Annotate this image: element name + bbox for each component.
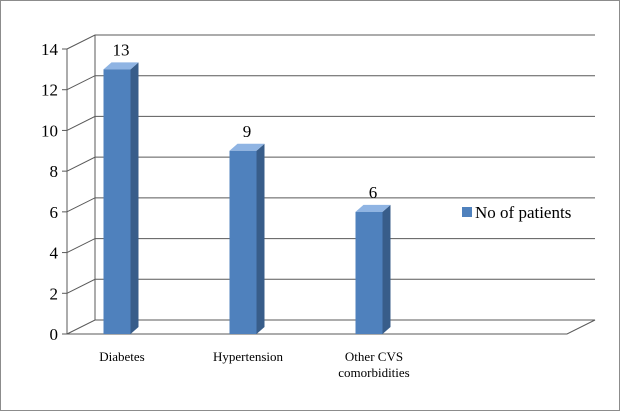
x-tick-label: Hypertension xyxy=(213,349,284,364)
data-labels: 13 9 6 xyxy=(113,40,378,202)
y-tick-label: 6 xyxy=(50,203,59,222)
y-tick-label: 14 xyxy=(41,40,59,59)
x-tick-label: Other CVS xyxy=(345,349,403,364)
y-tick-label: 8 xyxy=(50,162,59,181)
bar-side-face xyxy=(256,143,265,334)
data-label: 13 xyxy=(113,40,130,59)
gridline xyxy=(66,238,595,254)
bar-side-face xyxy=(130,62,139,334)
y-tick-label: 10 xyxy=(41,121,58,140)
gridline xyxy=(66,115,595,131)
chart-walls xyxy=(66,35,596,335)
bar xyxy=(103,62,139,334)
legend-swatch xyxy=(462,207,472,217)
bar-top-face xyxy=(229,143,265,151)
bars xyxy=(103,62,391,334)
gridline xyxy=(66,34,595,50)
legend-label: No of patients xyxy=(475,203,571,222)
y-axis-ticks: 0 2 4 6 8 10 12 14 xyxy=(41,40,59,344)
x-tick-label: Diabetes xyxy=(99,349,144,364)
data-label: 6 xyxy=(369,183,378,202)
data-label: 9 xyxy=(243,122,252,141)
gridline xyxy=(66,75,595,91)
gridline xyxy=(66,156,595,172)
gridline xyxy=(66,197,595,213)
bar xyxy=(229,143,265,334)
bar-top-face xyxy=(103,62,139,70)
y-tick-label: 4 xyxy=(50,244,59,263)
y-tick-label: 0 xyxy=(50,325,59,344)
bar-top-face xyxy=(355,204,391,212)
bar-side-face xyxy=(382,204,391,334)
legend: No of patients xyxy=(462,203,571,222)
gridlines xyxy=(62,34,595,335)
floor xyxy=(66,319,596,335)
x-axis-labels: Diabetes Hypertension Other CVScomorbiditi… xyxy=(99,349,409,380)
gridline xyxy=(66,278,595,294)
bar-front-face xyxy=(355,211,383,334)
y-tick-label: 2 xyxy=(50,284,59,303)
bar-front-face xyxy=(103,69,131,334)
bar-front-face xyxy=(229,150,257,334)
x-tick-label: comorbidities xyxy=(338,365,410,380)
y-tick-label: 12 xyxy=(41,81,58,100)
bar xyxy=(355,204,391,334)
